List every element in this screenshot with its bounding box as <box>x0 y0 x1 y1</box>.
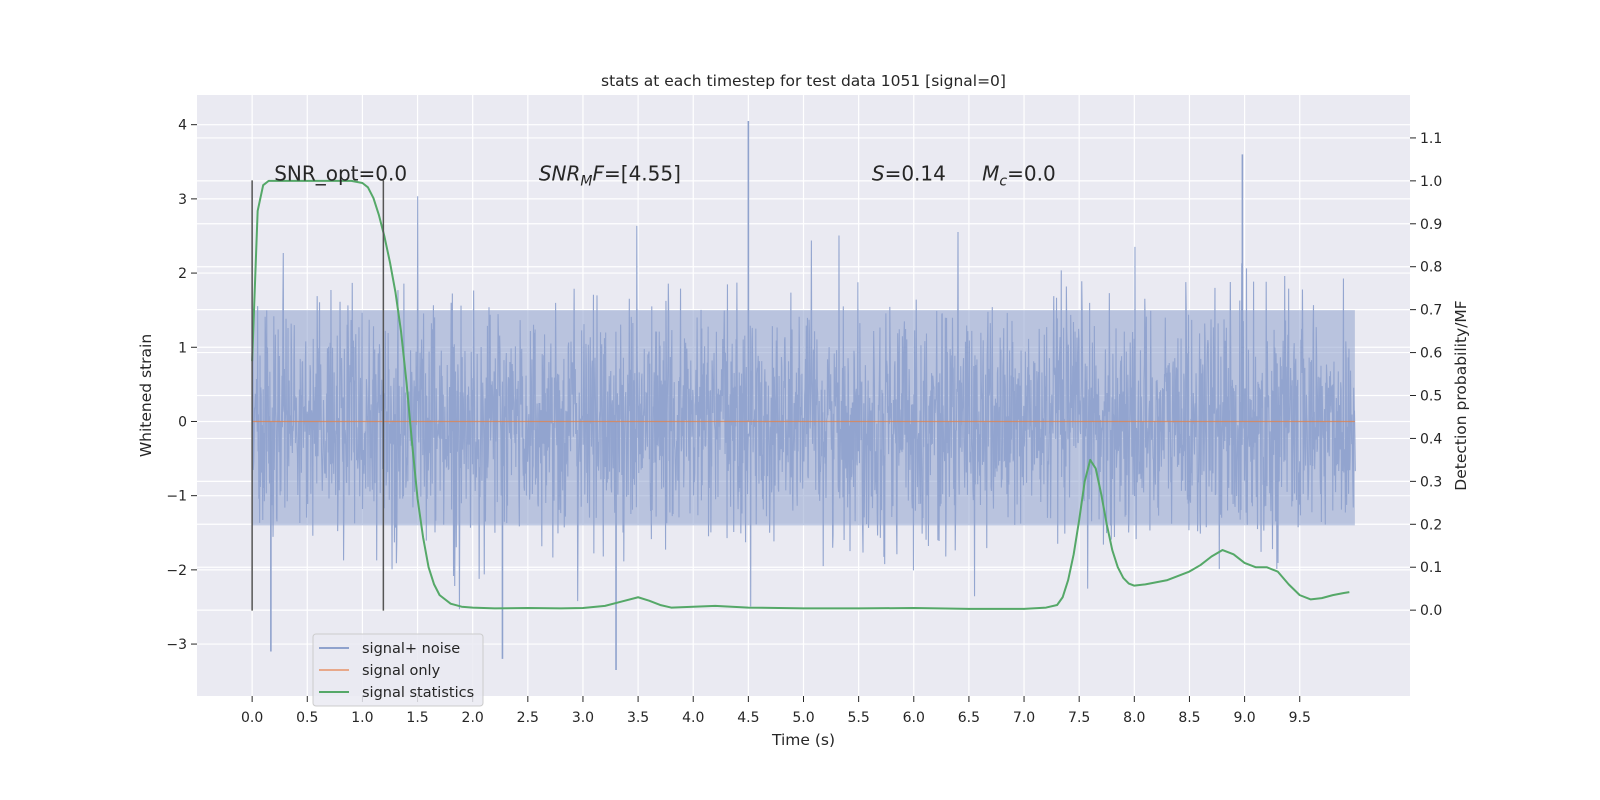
annotations: SNR_opt=0.0 SNRMF=[4.55] S=0.14 Mc=0.0 <box>274 162 1055 190</box>
tick-label-right: 0.8 <box>1420 260 1442 276</box>
tick-label-right: 0.0 <box>1420 603 1442 619</box>
legend-label: signal statistics <box>362 685 474 701</box>
y-axis-label-right: Detection probability/MF <box>1452 300 1470 491</box>
tick-label-right: 0.9 <box>1420 217 1442 233</box>
tick-label-right: 0.2 <box>1420 517 1442 533</box>
tick-label-x: 3.0 <box>572 710 594 726</box>
tick-label-x: 5.0 <box>792 710 814 726</box>
annotation-snr_mf: SNRMF=[4.55] <box>539 162 681 190</box>
legend-label: signal+ noise <box>362 641 460 657</box>
tick-label-left: −1 <box>166 489 187 505</box>
x-axis-label: Time (s) <box>771 731 835 749</box>
tick-label-right: 0.3 <box>1420 474 1442 490</box>
tick-label-x: 7.5 <box>1068 710 1090 726</box>
legend: signal+ noise signal only signal statistic… <box>312 633 484 707</box>
tick-label-right: 0.6 <box>1420 346 1442 362</box>
tick-label-right: 0.1 <box>1420 560 1442 576</box>
tick-label-right: 1.0 <box>1420 174 1442 190</box>
tick-label-left: −2 <box>166 563 187 579</box>
tick-label-left: 3 <box>178 192 187 208</box>
tick-label-right: 1.1 <box>1420 131 1442 147</box>
tick-label-x: 6.0 <box>903 710 925 726</box>
tick-label-x: 3.5 <box>627 710 649 726</box>
tick-label-x: 4.0 <box>682 710 704 726</box>
tick-label-left: 4 <box>178 118 187 134</box>
tick-label-x: 2.0 <box>462 710 484 726</box>
tick-label-x: 0.0 <box>241 710 263 726</box>
series-layer <box>251 179 1355 610</box>
tick-label-x: 9.5 <box>1289 710 1311 726</box>
tick-label-right: 0.7 <box>1420 303 1442 319</box>
tick-label-x: 2.5 <box>517 710 539 726</box>
tick-label-left: 0 <box>178 414 187 430</box>
tick-label-x: 1.0 <box>351 710 373 726</box>
legend-label: signal only <box>362 663 441 679</box>
tick-label-right: 0.5 <box>1420 389 1442 405</box>
series-signal-noise <box>251 120 1356 671</box>
vertical-markers <box>251 180 385 611</box>
annotation-s: S=0.14 <box>872 162 946 186</box>
tick-label-x: 8.5 <box>1178 710 1200 726</box>
tick-label-x: 9.0 <box>1233 710 1255 726</box>
right-axis-ticks: 0.0 0.1 0.2 0.3 0.4 0.5 0.6 0.7 0.8 0.9 1.0 1.1 <box>1410 131 1442 619</box>
tick-label-left: 2 <box>178 266 187 282</box>
tick-label-x: 0.5 <box>296 710 318 726</box>
noise-core <box>252 310 1355 526</box>
tick-label-x: 7.0 <box>1013 710 1035 726</box>
chart-title: stats at each timestep for test data 105… <box>601 72 1006 90</box>
y-axis-label-left: Whitened strain <box>137 334 155 457</box>
tick-label-x: 1.5 <box>406 710 428 726</box>
left-axis-ticks: −3 −2 −1 0 1 2 3 4 <box>166 118 197 653</box>
legend-items: signal+ noise signal only signal statistic… <box>319 641 474 701</box>
tick-label-x: 4.5 <box>737 710 759 726</box>
annotation-mc: Mc=0.0 <box>982 162 1056 190</box>
series-signal-statistics <box>251 179 1350 610</box>
tick-label-right: 0.4 <box>1420 431 1442 447</box>
tick-label-x: 8.0 <box>1123 710 1145 726</box>
tick-label-left: 1 <box>178 340 187 356</box>
x-axis-ticks: 0.0 0.5 1.0 1.5 2.0 2.5 3.0 3.5 4.0 4.5 5.0 5.5 6.0 6… <box>241 696 1311 726</box>
legend-box <box>312 633 484 707</box>
annotation-snr_opt: SNR_opt=0.0 <box>274 162 407 186</box>
tick-label-x: 5.5 <box>848 710 870 726</box>
tick-label-left: −3 <box>166 637 187 653</box>
tick-label-x: 6.5 <box>958 710 980 726</box>
